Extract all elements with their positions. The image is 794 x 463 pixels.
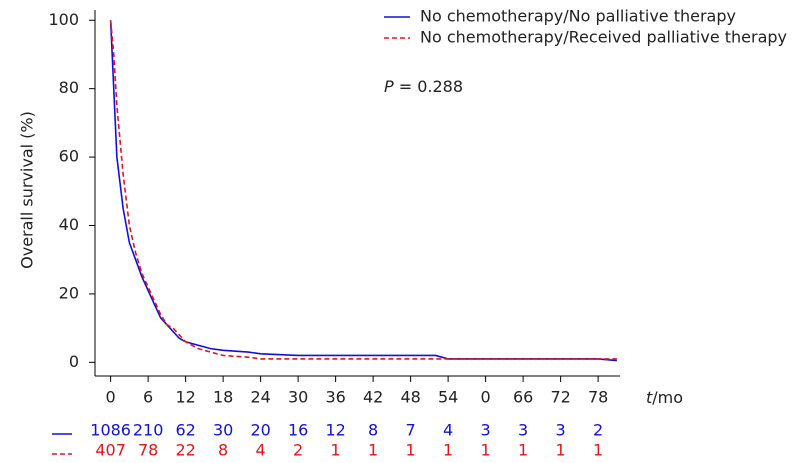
at-risk-count: 16 (288, 421, 308, 440)
at-risk-count: 1 (518, 441, 528, 460)
x-axis-label-italic: t (646, 388, 653, 407)
x-tick-label: 0 (106, 388, 116, 407)
x-tick-label: 66 (513, 388, 533, 407)
x-tick-label: 30 (288, 388, 308, 407)
p-value-italic: P (384, 77, 394, 96)
at-risk-count: 1 (331, 441, 341, 460)
x-tick-label: 6 (143, 388, 153, 407)
at-risk-count: 1 (368, 441, 378, 460)
at-risk-count: 62 (175, 421, 195, 440)
x-tick-label: 54 (438, 388, 458, 407)
x-tick-label: 18 (213, 388, 233, 407)
p-value: P = 0.288 (384, 77, 463, 96)
y-tick-label: 40 (59, 215, 79, 234)
at-risk-count: 1 (443, 441, 453, 460)
at-risk-count: 7 (406, 421, 416, 440)
at-risk-count: 210 (133, 421, 164, 440)
legend-label: No chemotherapy/Received palliative ther… (420, 28, 787, 47)
at-risk-count: 4 (256, 441, 266, 460)
at-risk-count: 12 (325, 421, 345, 440)
at-risk-count: 8 (368, 421, 378, 440)
at-risk-count: 2 (593, 421, 603, 440)
at-risk-count: 1 (481, 441, 491, 460)
y-tick-label: 100 (48, 10, 79, 29)
y-tick-label: 20 (59, 283, 79, 302)
at-risk-count: 4 (443, 421, 453, 440)
y-tick-label: 0 (69, 352, 79, 371)
at-risk-count: 78 (138, 441, 158, 460)
x-tick-label: 42 (363, 388, 383, 407)
legend-label: No chemotherapy/No palliative therapy (420, 7, 736, 26)
y-axis-label: Overall survival (%) (18, 111, 37, 269)
x-tick-label: 72 (550, 388, 570, 407)
at-risk-count: 1 (593, 441, 603, 460)
at-risk-count: 8 (218, 441, 228, 460)
at-risk-count: 1 (406, 441, 416, 460)
survival-curve (109, 20, 617, 362)
survival-curve (109, 20, 617, 360)
x-tick-label: 78 (588, 388, 608, 407)
y-tick-label: 60 (59, 147, 79, 166)
at-risk-count: 1 (556, 441, 566, 460)
at-risk-count: 3 (556, 421, 566, 440)
at-risk-count: 2 (293, 441, 303, 460)
x-tick-label: 12 (175, 388, 195, 407)
at-risk-count: 20 (250, 421, 270, 440)
x-tick-label: 0 (481, 388, 491, 407)
x-axis-label: t/mo (646, 388, 683, 407)
at-risk-count: 30 (213, 421, 233, 440)
at-risk-count: 407 (95, 441, 126, 460)
at-risk-count: 1086 (90, 421, 131, 440)
x-tick-label: 36 (325, 388, 345, 407)
x-tick-label: 24 (250, 388, 270, 407)
x-axis-label-unit: /mo (652, 388, 683, 407)
x-tick-label: 48 (400, 388, 420, 407)
p-value-text: = 0.288 (394, 77, 463, 96)
at-risk-count: 22 (175, 441, 195, 460)
at-risk-count: 3 (518, 421, 528, 440)
at-risk-count: 3 (481, 421, 491, 440)
y-tick-label: 80 (59, 78, 79, 97)
